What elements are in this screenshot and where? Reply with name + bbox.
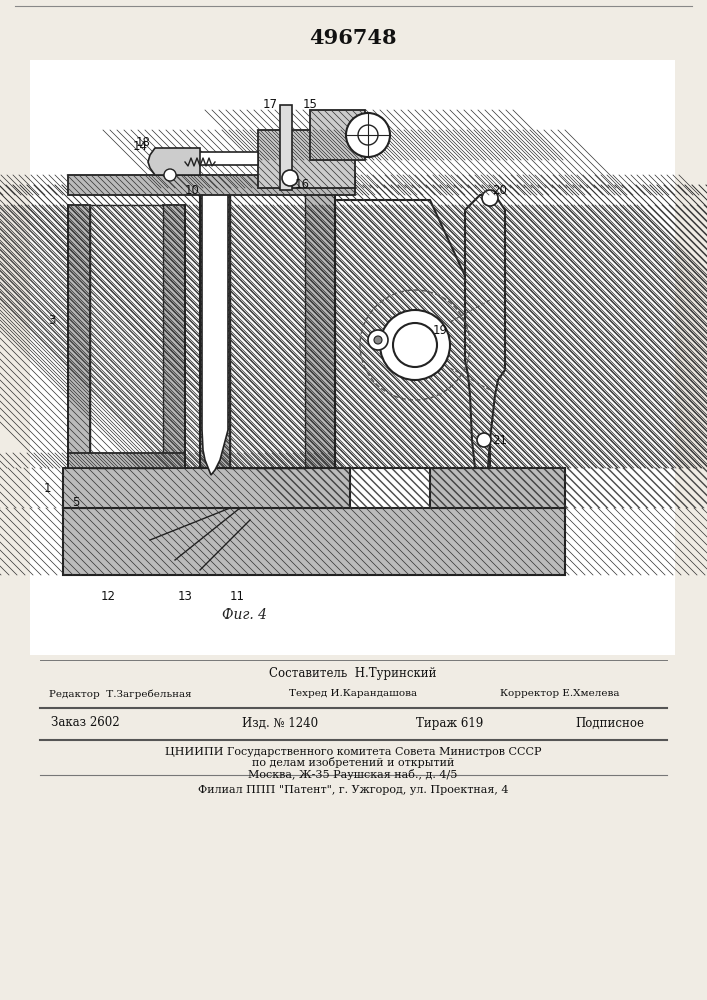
Bar xyxy=(63,508,565,575)
Bar xyxy=(63,508,565,575)
Circle shape xyxy=(368,330,388,350)
Bar xyxy=(90,205,163,468)
Bar xyxy=(305,185,335,468)
Text: 12: 12 xyxy=(100,589,115,602)
Text: Фиг. 4: Фиг. 4 xyxy=(223,608,267,622)
Bar xyxy=(63,468,350,508)
Text: Изд. № 1240: Изд. № 1240 xyxy=(242,716,318,730)
Circle shape xyxy=(346,113,390,157)
Bar xyxy=(430,468,565,508)
Bar xyxy=(68,205,90,468)
Circle shape xyxy=(380,310,450,380)
Bar xyxy=(68,175,355,195)
Bar xyxy=(310,110,365,160)
Circle shape xyxy=(482,190,498,206)
Text: Подписное: Подписное xyxy=(575,716,645,730)
Bar xyxy=(230,185,305,468)
Text: 14: 14 xyxy=(132,140,148,153)
Text: 3: 3 xyxy=(48,314,56,326)
Polygon shape xyxy=(335,200,490,468)
Text: Заказ 2602: Заказ 2602 xyxy=(51,716,119,730)
Text: Филиал ППП "Патент", г. Ужгород, ул. Проектная, 4: Филиал ППП "Патент", г. Ужгород, ул. Про… xyxy=(198,785,508,795)
Polygon shape xyxy=(202,185,228,475)
Bar xyxy=(305,185,335,468)
Polygon shape xyxy=(465,195,505,468)
Circle shape xyxy=(477,433,491,447)
Bar xyxy=(310,110,365,160)
Polygon shape xyxy=(148,148,200,175)
Text: 496748: 496748 xyxy=(309,28,397,48)
Text: ЦНИИПИ Государственного комитета Совета Министров СССР: ЦНИИПИ Государственного комитета Совета … xyxy=(165,747,542,757)
Text: Техред И.Карандашова: Техред И.Карандашова xyxy=(289,690,417,698)
Polygon shape xyxy=(155,152,258,165)
Circle shape xyxy=(173,153,183,163)
Circle shape xyxy=(358,125,378,145)
Bar xyxy=(280,105,292,190)
Bar xyxy=(430,468,565,508)
Text: 16: 16 xyxy=(295,178,310,192)
Text: 1: 1 xyxy=(43,482,51,494)
Text: 11: 11 xyxy=(230,589,245,602)
Text: Редактор  Т.Загребельная: Редактор Т.Загребельная xyxy=(49,689,192,699)
Text: Тираж 619: Тираж 619 xyxy=(416,716,484,730)
Text: 17: 17 xyxy=(262,99,278,111)
Bar xyxy=(200,185,230,468)
Text: 10: 10 xyxy=(185,184,199,196)
Circle shape xyxy=(164,169,176,181)
Text: 15: 15 xyxy=(303,99,317,111)
Text: 5: 5 xyxy=(72,496,80,510)
Text: Москва, Ж-35 Раушская наб., д. 4/5: Москва, Ж-35 Раушская наб., д. 4/5 xyxy=(248,768,457,780)
Text: 19: 19 xyxy=(433,324,448,336)
Text: Составитель  Н.Туринский: Составитель Н.Туринский xyxy=(269,668,437,680)
Bar xyxy=(30,60,675,655)
Bar xyxy=(163,205,185,468)
Text: Корректор Е.Хмелева: Корректор Е.Хмелева xyxy=(501,690,620,698)
Text: 18: 18 xyxy=(136,136,151,149)
Circle shape xyxy=(374,336,382,344)
Text: 13: 13 xyxy=(177,589,192,602)
Bar xyxy=(258,130,355,188)
Text: 21: 21 xyxy=(493,434,508,446)
Text: по делам изобретений и открытий: по делам изобретений и открытий xyxy=(252,758,454,768)
Bar xyxy=(258,130,355,188)
Bar xyxy=(68,453,185,468)
Bar xyxy=(163,205,185,468)
Bar xyxy=(68,205,90,468)
Circle shape xyxy=(393,323,437,367)
Bar xyxy=(200,185,230,468)
Bar xyxy=(68,453,185,468)
Text: 20: 20 xyxy=(493,184,508,196)
Bar xyxy=(63,468,350,508)
Circle shape xyxy=(282,170,298,186)
Bar xyxy=(68,175,355,195)
